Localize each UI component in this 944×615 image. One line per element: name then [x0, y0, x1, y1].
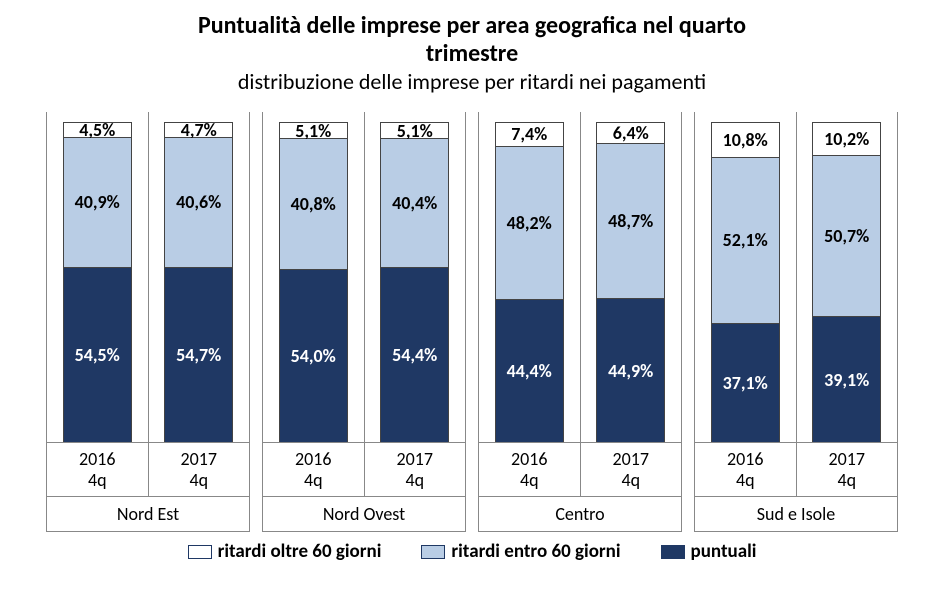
x-axis-year: 2017	[181, 448, 218, 470]
stacked-bar: 4,7% 40,6% 54,7%	[164, 122, 233, 442]
chart-title-line1: Puntualità delle imprese per area geogra…	[0, 12, 944, 40]
legend-label: puntuali	[691, 540, 757, 563]
segment-puntuali: 39,1%	[813, 317, 880, 442]
stacked-bar: 5,1% 40,4% 54,4%	[380, 122, 449, 442]
segment-puntuali: 54,7%	[165, 268, 232, 442]
x-axis-quarter: 4q	[520, 469, 539, 491]
bar-cell: 4,7% 40,6% 54,7% 2017 4q	[149, 112, 250, 496]
x-axis-label: 2016 4q	[479, 442, 580, 496]
segment-puntuali: 54,0%	[280, 270, 347, 442]
x-axis-quarter: 4q	[837, 469, 856, 491]
stacked-bar: 4,5% 40,9% 54,5%	[63, 122, 132, 442]
x-axis-year: 2016	[511, 448, 548, 470]
x-axis-year: 2016	[727, 448, 764, 470]
legend-item-entro60: ritardi entro 60 giorni	[421, 540, 620, 563]
segment-oltre60: 10,2%	[813, 123, 880, 156]
legend-item-puntuali: puntuali	[661, 540, 757, 563]
region-name-label: Centro	[479, 496, 681, 531]
chart-title-line2: trimestre	[0, 40, 944, 68]
x-axis-quarter: 4q	[304, 469, 323, 491]
chart-legend: ritardi oltre 60 giorni ritardi entro 60…	[0, 540, 944, 563]
bar-cell: 10,2% 50,7% 39,1% 2017 4q	[797, 112, 898, 496]
region-group: 10,8% 52,1% 37,1% 2016 4q 10,2% 50,7% 39…	[694, 112, 898, 532]
x-axis-label: 2017 4q	[149, 442, 250, 496]
segment-puntuali: 44,9%	[597, 299, 664, 442]
region-name-label: Sud e Isole	[695, 496, 897, 531]
legend-swatch-icon	[661, 545, 685, 559]
x-axis-label: 2016 4q	[695, 442, 796, 496]
x-axis-label: 2017 4q	[365, 442, 466, 496]
segment-entro60: 48,7%	[597, 144, 664, 299]
stacked-bar: 7,4% 48,2% 44,4%	[495, 122, 564, 442]
x-axis-label: 2017 4q	[797, 442, 898, 496]
bar-cell: 5,1% 40,8% 54,0% 2016 4q	[263, 112, 365, 496]
x-axis-year: 2017	[613, 448, 650, 470]
segment-oltre60: 7,4%	[496, 123, 563, 147]
segment-oltre60: 4,5%	[64, 123, 131, 137]
segment-entro60: 40,8%	[280, 139, 347, 269]
x-axis-quarter: 4q	[88, 469, 107, 491]
x-axis-label: 2016 4q	[47, 442, 148, 496]
segment-puntuali: 44,4%	[496, 300, 563, 442]
region-group: 5,1% 40,8% 54,0% 2016 4q 5,1% 40,4% 54,4…	[262, 112, 466, 532]
region-name-label: Nord Ovest	[263, 496, 465, 531]
bar-cell: 6,4% 48,7% 44,9% 2017 4q	[581, 112, 682, 496]
legend-label: ritardi oltre 60 giorni	[218, 540, 382, 563]
bar-cell: 10,8% 52,1% 37,1% 2016 4q	[695, 112, 797, 496]
stacked-bar: 10,8% 52,1% 37,1%	[711, 122, 780, 442]
legend-label: ritardi entro 60 giorni	[451, 540, 620, 563]
region-group: 4,5% 40,9% 54,5% 2016 4q 4,7% 40,6% 54,7…	[46, 112, 250, 532]
segment-entro60: 40,6%	[165, 138, 232, 268]
region-group: 7,4% 48,2% 44,4% 2016 4q 6,4% 48,7% 44,9…	[478, 112, 682, 532]
segment-entro60: 48,2%	[496, 147, 563, 301]
bar-cell: 5,1% 40,4% 54,4% 2017 4q	[365, 112, 466, 496]
x-axis-quarter: 4q	[736, 469, 755, 491]
segment-entro60: 50,7%	[813, 156, 880, 318]
x-axis-quarter: 4q	[621, 469, 640, 491]
segment-puntuali: 54,4%	[381, 268, 448, 442]
stacked-bar: 10,2% 50,7% 39,1%	[812, 122, 881, 442]
segment-entro60: 52,1%	[712, 158, 779, 324]
segment-entro60: 40,4%	[381, 139, 448, 268]
stacked-bar: 6,4% 48,7% 44,9%	[596, 122, 665, 442]
segment-oltre60: 6,4%	[597, 123, 664, 143]
legend-swatch-icon	[188, 545, 212, 559]
segment-oltre60: 5,1%	[381, 123, 448, 139]
segment-oltre60: 4,7%	[165, 123, 232, 138]
x-axis-year: 2016	[295, 448, 332, 470]
stacked-bar: 5,1% 40,8% 54,0%	[279, 122, 348, 442]
x-axis-year: 2017	[397, 448, 434, 470]
chart-subtitle: distribuzione delle imprese per ritardi …	[0, 69, 944, 94]
x-axis-label: 2017 4q	[581, 442, 682, 496]
legend-swatch-icon	[421, 545, 445, 559]
x-axis-year: 2017	[829, 448, 866, 470]
segment-puntuali: 54,5%	[64, 268, 131, 442]
segment-oltre60: 5,1%	[280, 123, 347, 139]
x-axis-label: 2016 4q	[263, 442, 364, 496]
segment-puntuali: 37,1%	[712, 324, 779, 442]
region-name-label: Nord Est	[47, 496, 249, 531]
x-axis-quarter: 4q	[405, 469, 424, 491]
bar-cell: 4,5% 40,9% 54,5% 2016 4q	[47, 112, 149, 496]
x-axis-quarter: 4q	[189, 469, 208, 491]
x-axis-year: 2016	[79, 448, 116, 470]
chart-plot-area: 4,5% 40,9% 54,5% 2016 4q 4,7% 40,6% 54,7…	[40, 112, 904, 532]
segment-entro60: 40,9%	[64, 138, 131, 269]
segment-oltre60: 10,8%	[712, 123, 779, 157]
legend-item-oltre60: ritardi oltre 60 giorni	[188, 540, 382, 563]
bar-cell: 7,4% 48,2% 44,4% 2016 4q	[479, 112, 581, 496]
